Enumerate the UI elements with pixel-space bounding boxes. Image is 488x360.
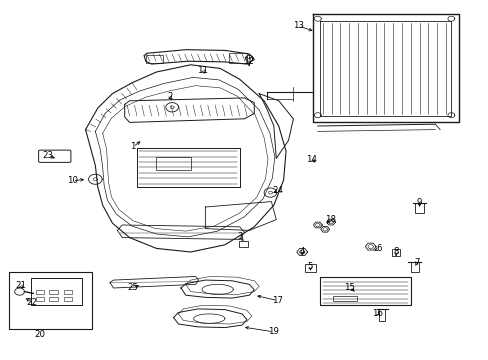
Text: 14: 14 <box>306 154 317 163</box>
Text: 2: 2 <box>167 92 173 101</box>
Text: 11: 11 <box>197 66 208 75</box>
Text: 3: 3 <box>237 233 243 242</box>
Text: 22: 22 <box>26 298 37 307</box>
Bar <box>63 297 72 301</box>
Bar <box>332 296 356 301</box>
Text: 25: 25 <box>127 283 138 292</box>
Bar <box>145 55 163 63</box>
Bar <box>31 278 82 305</box>
Bar <box>49 290 58 294</box>
Bar <box>49 297 58 301</box>
Text: 20: 20 <box>35 330 45 338</box>
Bar <box>36 290 44 294</box>
Text: 7: 7 <box>413 258 419 267</box>
Text: 23: 23 <box>42 151 53 160</box>
Text: 9: 9 <box>416 198 421 207</box>
Bar <box>379 309 385 321</box>
Text: 19: 19 <box>268 328 279 336</box>
Text: 17: 17 <box>272 296 283 305</box>
Bar <box>239 241 247 247</box>
Bar <box>305 264 315 272</box>
Text: 16: 16 <box>371 309 382 318</box>
Text: 1: 1 <box>130 142 136 151</box>
Bar <box>156 157 190 170</box>
Text: 10: 10 <box>67 176 78 185</box>
Bar <box>391 249 400 256</box>
Text: 24: 24 <box>272 186 283 195</box>
Bar <box>414 203 423 213</box>
Bar <box>36 297 44 301</box>
Text: 5: 5 <box>307 262 313 271</box>
Text: 6: 6 <box>375 244 381 253</box>
Text: 18: 18 <box>324 215 335 224</box>
Text: 8: 8 <box>392 248 398 256</box>
Bar <box>228 53 247 63</box>
Text: 4: 4 <box>299 247 305 256</box>
Text: 15: 15 <box>344 283 354 292</box>
Text: 12: 12 <box>243 57 253 66</box>
Text: 21: 21 <box>15 281 26 289</box>
Text: 13: 13 <box>292 21 303 30</box>
Bar <box>410 262 418 272</box>
Bar <box>63 290 72 294</box>
Bar <box>9 272 92 329</box>
